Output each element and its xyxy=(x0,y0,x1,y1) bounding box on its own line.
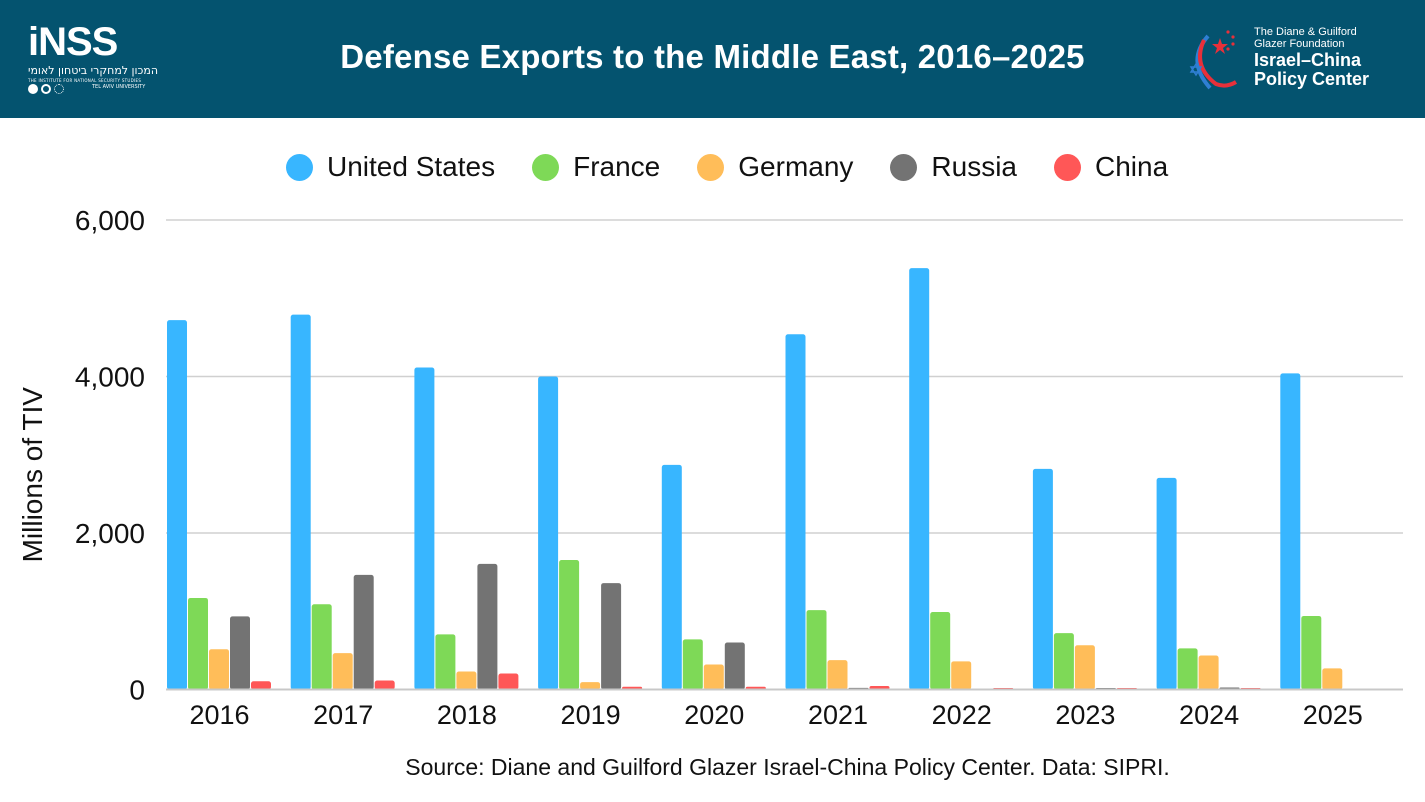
icpc-line2: Glazer Foundation xyxy=(1254,38,1345,50)
icpc-center-name: Israel–China Policy Center xyxy=(1254,51,1369,89)
bar-china-2018 xyxy=(498,673,519,690)
bar-france-2020 xyxy=(682,639,703,690)
bar-germany-2025 xyxy=(1322,668,1343,690)
inss-logo-dots-icon xyxy=(28,84,64,94)
x-tick-label: 2022 xyxy=(932,700,992,730)
bar-france-2024 xyxy=(1177,648,1198,690)
legend-label: China xyxy=(1095,151,1169,182)
legend-swatch-france xyxy=(532,153,560,181)
y-tick-label: 0 xyxy=(129,675,145,706)
bar-russia-2016 xyxy=(230,616,250,690)
x-tick-label: 2020 xyxy=(684,700,744,730)
legend-item-united-states: United States xyxy=(286,151,495,183)
bar-china-2016 xyxy=(251,681,271,690)
x-tick-label: 2018 xyxy=(437,700,497,730)
bar-france-2018 xyxy=(435,634,456,690)
bar-france-2019 xyxy=(559,559,580,690)
legend-item-china: China xyxy=(1054,151,1168,183)
bar-france-2017 xyxy=(311,604,332,690)
bar-germany-2019 xyxy=(580,682,601,690)
y-axis-label: Millions of TIV xyxy=(17,387,48,563)
bar-france-2025 xyxy=(1301,615,1322,690)
icpc-line1: The Diane & Guilford xyxy=(1254,26,1357,38)
legend-item-germany: Germany xyxy=(697,151,853,183)
inss-logo-wordmark: iNSS xyxy=(28,20,118,64)
legend-label: Germany xyxy=(738,151,854,182)
tau-logo-text: TEL AVIV UNIVERSITY xyxy=(92,84,146,90)
bar-united-states-2020 xyxy=(661,464,682,690)
bar-united-states-2017 xyxy=(290,314,311,690)
legend-label: France xyxy=(573,151,661,182)
x-tick-label: 2021 xyxy=(808,700,868,730)
y-tick-label: 4,000 xyxy=(75,362,145,393)
inss-logo: iNSS המכון למחקרי ביטחון לאומי THE INSTI… xyxy=(28,22,158,102)
legend-swatch-china xyxy=(1054,153,1082,181)
legend-swatch-russia xyxy=(890,153,918,181)
legend-item-france: France xyxy=(532,151,660,183)
legend-label: United States xyxy=(327,151,496,182)
bar-france-2016 xyxy=(188,597,208,690)
israel-china-policy-center-logo: The Diane & Guilford Glazer Foundation I… xyxy=(1186,26,1406,96)
icpc-line4: Policy Center xyxy=(1254,69,1370,89)
y-tick-label: 6,000 xyxy=(75,205,145,236)
icpc-foundation-text: The Diane & Guilford Glazer Foundation xyxy=(1254,26,1357,50)
x-tick-label: 2017 xyxy=(313,700,373,730)
legend-item-russia: Russia xyxy=(890,151,1017,183)
y-tick-label: 2,000 xyxy=(75,518,145,549)
bar-united-states-2024 xyxy=(1156,477,1177,690)
bar-germany-2017 xyxy=(332,653,353,690)
bar-united-states-2023 xyxy=(1032,468,1053,690)
bar-france-2023 xyxy=(1053,633,1074,690)
crescent-star-emblem-icon xyxy=(1189,30,1238,90)
inss-logo-subtitle: THE INSTITUTE FOR NATIONAL SECURITY STUD… xyxy=(28,78,142,83)
bar-united-states-2019 xyxy=(538,376,559,690)
legend-label: Russia xyxy=(931,151,1018,182)
bar-germany-2016 xyxy=(209,649,229,690)
bar-germany-2023 xyxy=(1074,645,1095,690)
bar-china-2017 xyxy=(374,680,395,690)
bar-united-states-2021 xyxy=(785,334,806,690)
page-title: Defense Exports to the Middle East, 2016… xyxy=(340,38,1085,75)
bar-russia-2018 xyxy=(477,563,498,690)
bar-germany-2018 xyxy=(456,671,477,690)
bar-russia-2020 xyxy=(724,642,745,690)
bar-russia-2017 xyxy=(353,574,374,690)
bar-germany-2020 xyxy=(703,664,724,690)
bar-united-states-2022 xyxy=(909,268,930,690)
source-note: Source: Diane and Guilford Glazer Israel… xyxy=(405,754,1170,780)
bar-united-states-2016 xyxy=(167,320,187,690)
x-tick-label: 2016 xyxy=(189,700,249,730)
legend-swatch-germany xyxy=(697,153,725,181)
x-tick-label: 2024 xyxy=(1179,700,1239,730)
inss-logo-hebrew: המכון למחקרי ביטחון לאומי xyxy=(28,64,159,77)
bar-france-2022 xyxy=(930,612,951,690)
bar-germany-2021 xyxy=(827,660,848,690)
x-tick-label: 2023 xyxy=(1055,700,1115,730)
bar-united-states-2018 xyxy=(414,367,435,690)
header-banner: iNSS המכון למחקרי ביטחון לאומי THE INSTI… xyxy=(0,0,1425,118)
icpc-line3: Israel–China xyxy=(1254,50,1362,70)
bar-united-states-2025 xyxy=(1280,373,1301,690)
bar-germany-2024 xyxy=(1198,655,1219,690)
legend-swatch-united-states xyxy=(286,153,313,181)
bar-germany-2022 xyxy=(951,661,972,690)
bar-france-2021 xyxy=(806,610,827,690)
x-tick-label: 2019 xyxy=(561,700,621,730)
chart-legend: United States France Germany Russia Chin… xyxy=(286,148,1205,186)
x-tick-label: 2025 xyxy=(1303,700,1363,730)
bar-russia-2019 xyxy=(601,583,622,690)
